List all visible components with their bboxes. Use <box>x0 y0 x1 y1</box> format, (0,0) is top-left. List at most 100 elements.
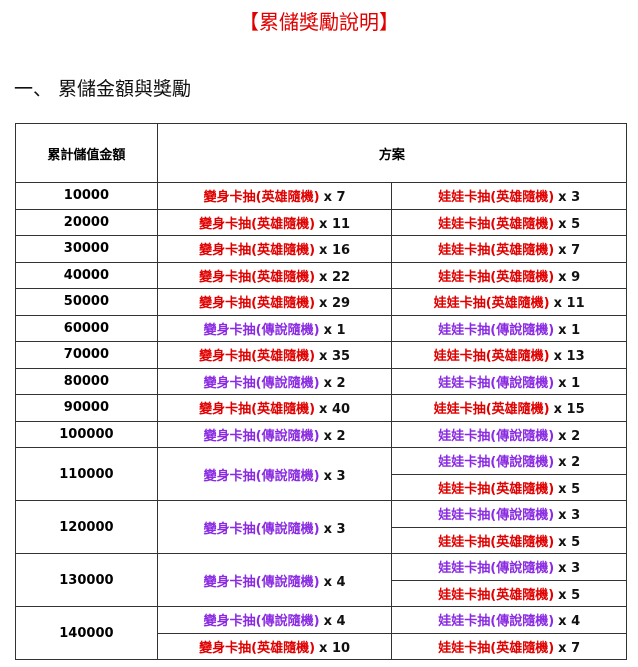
reward-item: 娃娃卡抽(英雄隨機) <box>438 216 555 232</box>
reward-qty: x 2 <box>323 375 346 391</box>
reward-qty: x 3 <box>558 190 581 206</box>
reward-item: 娃娃卡抽(英雄隨機) <box>438 640 555 656</box>
reward-item: 娃娃卡抽(英雄隨機) <box>433 296 550 312</box>
reward-item: 變身卡抽(英雄隨機) <box>199 349 316 365</box>
reward-item: 變身卡抽(傳說隨機) <box>203 574 320 590</box>
reward-item: 娃娃卡抽(英雄隨機) <box>433 349 550 365</box>
section-heading: 一、 累儲金額與獎勵 <box>14 78 192 100</box>
table-row: 120000 變身卡抽(傳說隨機) x 3 娃娃卡抽(傳說隨機) x 3 <box>15 500 627 554</box>
amount-cell: 30000 <box>15 235 158 263</box>
reward-item: 變身卡抽(傳說隨機) <box>203 614 320 630</box>
reward-qty: x 5 <box>558 216 581 232</box>
table-row: 50000 變身卡抽(英雄隨機) x 29 娃娃卡抽(英雄隨機) x 11 <box>15 288 627 316</box>
plan-cell: 娃娃卡抽(英雄隨機) x 15 <box>391 394 627 422</box>
amount-cell: 130000 <box>15 553 158 607</box>
table-row: 70000 變身卡抽(英雄隨機) x 35 娃娃卡抽(英雄隨機) x 13 <box>15 341 627 369</box>
amount-cell: 60000 <box>15 314 158 342</box>
plan-cell: 娃娃卡抽(英雄隨機) x 7 <box>391 632 627 660</box>
reward-item: 娃娃卡抽(傳說隨機) <box>438 614 555 630</box>
table-row: 100000 變身卡抽(傳說隨機) x 2 娃娃卡抽(傳說隨機) x 2 <box>15 420 627 448</box>
plan-cell: 娃娃卡抽(英雄隨機) x 7 <box>391 235 627 263</box>
reward-item: 變身卡抽(傳說隨機) <box>203 322 320 338</box>
reward-item: 娃娃卡抽(英雄隨機) <box>438 269 555 285</box>
reward-qty: x 11 <box>553 296 585 312</box>
reward-qty: x 4 <box>323 574 346 590</box>
table-row: 130000 變身卡抽(傳說隨機) x 4 娃娃卡抽(傳說隨機) x 3 <box>15 553 627 607</box>
reward-item: 變身卡抽(英雄隨機) <box>199 243 316 259</box>
table-row: 30000 變身卡抽(英雄隨機) x 16 娃娃卡抽(英雄隨機) x 7 <box>15 235 627 263</box>
table-row: 80000 變身卡抽(傳說隨機) x 2 娃娃卡抽(傳說隨機) x 1 <box>15 367 627 395</box>
reward-qty: x 16 <box>319 243 351 259</box>
reward-qty: x 29 <box>319 296 351 312</box>
plan-cell: 娃娃卡抽(傳說隨機) x 4 <box>391 606 627 634</box>
reward-qty: x 4 <box>323 614 346 630</box>
reward-qty: x 9 <box>558 269 581 285</box>
reward-qty: x 40 <box>319 402 351 418</box>
amount-cell: 40000 <box>15 261 158 289</box>
table-row: 10000 變身卡抽(英雄隨機) x 7 娃娃卡抽(英雄隨機) x 3 <box>15 182 627 210</box>
plan-cell: 娃娃卡抽(英雄隨機) x 5 <box>391 526 627 554</box>
plan-cell: 變身卡抽(英雄隨機) x 10 <box>156 632 393 660</box>
plan-cell: 變身卡抽(英雄隨機) x 29 <box>156 288 393 316</box>
reward-item: 變身卡抽(英雄隨機) <box>199 640 316 656</box>
plan-cell: 變身卡抽(傳說隨機) x 4 <box>156 606 393 634</box>
reward-qty: x 1 <box>323 322 346 338</box>
amount-cell: 140000 <box>15 606 158 660</box>
plan-cell: 變身卡抽(英雄隨機) x 16 <box>156 235 393 263</box>
reward-item: 娃娃卡抽(傳說隨機) <box>438 455 555 471</box>
table-row: 娃娃卡抽(英雄隨機) x 5 <box>16 473 627 501</box>
plan-cell: 變身卡抽(傳說隨機) x 3 <box>156 500 393 554</box>
amount-cell: 80000 <box>15 367 158 395</box>
header-row: 累計儲值金額 方案 <box>15 123 628 183</box>
reward-item: 變身卡抽(英雄隨機) <box>203 190 320 206</box>
plan-cell: 娃娃卡抽(英雄隨機) x 3 <box>391 182 627 210</box>
reward-item: 娃娃卡抽(英雄隨機) <box>438 243 555 259</box>
plan-cell: 娃娃卡抽(英雄隨機) x 11 <box>391 288 627 316</box>
table-row: 90000 變身卡抽(英雄隨機) x 40 娃娃卡抽(英雄隨機) x 15 <box>15 394 627 422</box>
reward-item: 娃娃卡抽(傳說隨機) <box>438 561 555 577</box>
plan-cell: 變身卡抽(英雄隨機) x 35 <box>156 341 393 369</box>
reward-item: 娃娃卡抽(英雄隨機) <box>438 534 555 550</box>
table-row: 變身卡抽(英雄隨機) x 10 娃娃卡抽(英雄隨機) x 7 <box>16 632 627 660</box>
amount-cell: 10000 <box>15 182 158 210</box>
reward-item: 娃娃卡抽(英雄隨機) <box>438 587 555 603</box>
reward-item: 娃娃卡抽(英雄隨機) <box>433 402 550 418</box>
reward-item: 變身卡抽(英雄隨機) <box>199 269 316 285</box>
amount-cell: 90000 <box>15 394 158 422</box>
plan-cell: 娃娃卡抽(傳說隨機) x 2 <box>391 420 627 448</box>
reward-qty: x 3 <box>323 521 346 537</box>
reward-qty: x 11 <box>319 216 351 232</box>
reward-qty: x 7 <box>323 190 346 206</box>
reward-qty: x 22 <box>319 269 351 285</box>
reward-qty: x 1 <box>558 375 581 391</box>
reward-qty: x 35 <box>319 349 351 365</box>
reward-qty: x 4 <box>558 614 581 630</box>
column-header: 累計儲值金額 <box>15 123 158 183</box>
plan-cell: 變身卡抽(傳說隨機) x 1 <box>156 314 393 342</box>
reward-qty: x 5 <box>558 481 581 497</box>
table-row: 60000 變身卡抽(傳說隨機) x 1 娃娃卡抽(傳說隨機) x 1 <box>15 314 627 342</box>
reward-item: 娃娃卡抽(傳說隨機) <box>438 375 555 391</box>
reward-qty: x 7 <box>558 243 581 259</box>
reward-qty: x 13 <box>553 349 585 365</box>
plan-cell: 娃娃卡抽(英雄隨機) x 13 <box>391 341 627 369</box>
plan-cell: 變身卡抽(傳說隨機) x 4 <box>156 553 393 607</box>
table-row: 110000 變身卡抽(傳說隨機) x 3 娃娃卡抽(傳說隨機) x 2 <box>15 447 627 501</box>
plan-cell: 娃娃卡抽(傳說隨機) x 3 <box>391 553 627 581</box>
reward-qty: x 10 <box>319 640 351 656</box>
column-header: 方案 <box>156 123 628 183</box>
reward-item: 變身卡抽(英雄隨機) <box>199 216 316 232</box>
plan-cell: 娃娃卡抽(英雄隨機) x 9 <box>391 261 627 289</box>
plan-cell: 娃娃卡抽(英雄隨機) x 5 <box>391 473 627 501</box>
reward-item: 變身卡抽(傳說隨機) <box>203 428 320 444</box>
reward-item: 變身卡抽(傳說隨機) <box>203 521 320 537</box>
amount-cell: 110000 <box>15 447 158 501</box>
plan-cell: 娃娃卡抽(英雄隨機) x 5 <box>391 208 627 236</box>
table-row: 娃娃卡抽(英雄隨機) x 5 <box>16 526 627 554</box>
amount-cell: 100000 <box>15 420 158 448</box>
amount-cell: 20000 <box>15 208 158 236</box>
reward-qty: x 5 <box>558 587 581 603</box>
reward-table: 累計儲值金額 方案 10000 變身卡抽(英雄隨機) x 7 娃娃卡抽(英雄隨機) x … <box>15 123 628 660</box>
amount-cell: 70000 <box>15 341 158 369</box>
